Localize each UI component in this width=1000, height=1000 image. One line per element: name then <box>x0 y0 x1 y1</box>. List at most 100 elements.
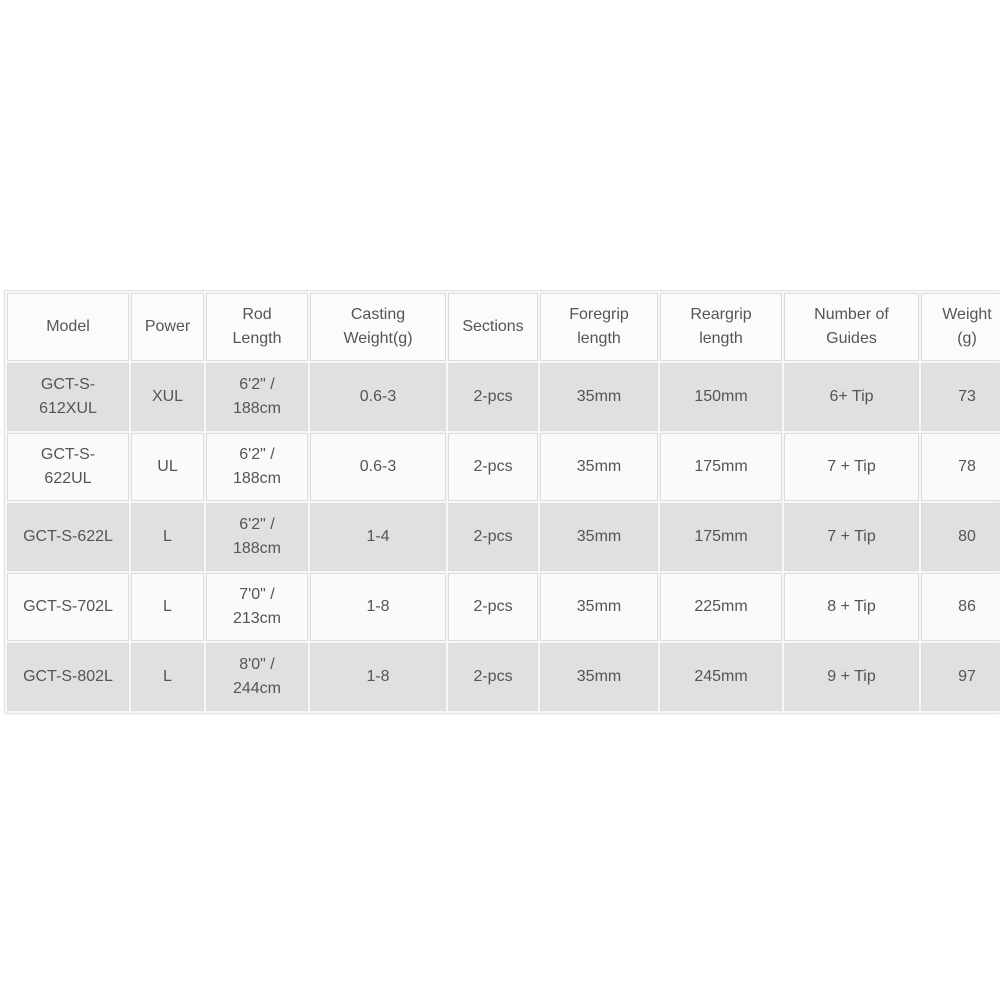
table-cell: 35mm <box>540 363 658 431</box>
table-cell: GCT-S-702L <box>7 573 129 641</box>
table-cell: 7 + Tip <box>784 503 919 571</box>
table-cell: 8 + Tip <box>784 573 919 641</box>
column-header: Reargrip length <box>660 293 782 361</box>
table-cell: 1-4 <box>310 503 446 571</box>
table-cell: 35mm <box>540 433 658 501</box>
table-cell-text: 9 + Tip <box>827 668 876 685</box>
table-cell: 0.6-3 <box>310 363 446 431</box>
column-header: Sections <box>448 293 538 361</box>
column-header: Foregrip length <box>540 293 658 361</box>
column-header-text: Foregrip <box>569 306 629 323</box>
table-cell-text: 612XUL <box>39 400 97 417</box>
table-cell-text: 73 <box>958 388 976 405</box>
table-cell-text: 622UL <box>44 470 92 487</box>
table-cell: 6'2" / 188cm <box>206 363 308 431</box>
table-cell: 97 <box>921 643 1000 711</box>
column-header: Casting Weight(g) <box>310 293 446 361</box>
table-row: GCT-S- 612XUL XUL 6'2" / 188cm 0.6-3 2-pcs 35mm… <box>7 363 1000 431</box>
table-cell: 1-8 <box>310 573 446 641</box>
table-cell-text: 0.6-3 <box>359 388 397 405</box>
table-row: GCT-S-622L L 6'2" / 188cm 1-4 2-pcs 35mm 175mm 7… <box>7 503 1000 571</box>
table-cell-text: L <box>163 668 172 685</box>
table-cell-text: GCT-S-622L <box>23 528 113 545</box>
table-cell-text: 175mm <box>694 458 748 475</box>
table-cell-text: 2-pcs <box>473 528 513 545</box>
column-header: Rod Length <box>206 293 308 361</box>
table-cell-text: 78 <box>958 458 976 475</box>
table-cell: 8'0" / 244cm <box>206 643 308 711</box>
table-cell-text: 80 <box>958 528 976 545</box>
column-header-text: Power <box>144 318 191 335</box>
table-cell: L <box>131 573 204 641</box>
table-cell: 175mm <box>660 433 782 501</box>
table-cell-text: 150mm <box>694 388 748 405</box>
table-cell: 73 <box>921 363 1000 431</box>
column-header-text: Length <box>232 330 282 347</box>
table-cell-text: GCT-S-702L <box>23 598 113 615</box>
table-cell: 2-pcs <box>448 643 538 711</box>
table-cell: 86 <box>921 573 1000 641</box>
column-header-text: Weight <box>942 306 992 323</box>
table-cell: 7 + Tip <box>784 433 919 501</box>
table-cell: GCT-S- 622UL <box>7 433 129 501</box>
table-cell-text: 6'2" / <box>239 446 275 463</box>
table-cell: 150mm <box>660 363 782 431</box>
column-header-text: Guides <box>826 330 877 347</box>
table-cell-text: 35mm <box>576 668 622 685</box>
table-cell-text: 0.6-3 <box>359 458 397 475</box>
table-cell-text: 86 <box>958 598 976 615</box>
table-cell-text: 7'0" / <box>239 586 275 603</box>
table-cell-text: 7 + Tip <box>827 528 876 545</box>
table-cell-text: 225mm <box>694 598 748 615</box>
table-cell-text: 97 <box>958 668 976 685</box>
table-row: GCT-S-702L L 7'0" / 213cm 1-8 2-pcs 35mm 225mm 8… <box>7 573 1000 641</box>
column-header-text: length <box>577 330 621 347</box>
header-row: Model Power Rod Length Casting Weight(g) Secti… <box>7 293 1000 361</box>
table-cell-text: 2-pcs <box>473 668 513 685</box>
table-cell-text: GCT-S- <box>40 446 96 463</box>
table-cell-text: 188cm <box>232 470 282 487</box>
table-cell-text: 175mm <box>694 528 748 545</box>
column-header: Power <box>131 293 204 361</box>
table-cell: 0.6-3 <box>310 433 446 501</box>
table-cell: 6'2" / 188cm <box>206 503 308 571</box>
column-header-text: Rod <box>242 306 272 323</box>
table-cell: 2-pcs <box>448 363 538 431</box>
table-cell-text: 8 + Tip <box>827 598 876 615</box>
table-cell-text: 6'2" / <box>239 376 275 393</box>
rod-spec-table: Model Power Rod Length Casting Weight(g) Secti… <box>5 291 1000 713</box>
table-cell: 1-8 <box>310 643 446 711</box>
table-cell-text: 7 + Tip <box>827 458 876 475</box>
column-header-text: Model <box>46 318 90 335</box>
column-header: Model <box>7 293 129 361</box>
table-cell-text: 2-pcs <box>473 598 513 615</box>
table-cell-text: 35mm <box>576 598 622 615</box>
table-cell: 2-pcs <box>448 503 538 571</box>
table-cell: L <box>131 643 204 711</box>
table-cell-text: XUL <box>151 388 184 405</box>
table-cell-text: 2-pcs <box>473 388 513 405</box>
table-cell-text: 213cm <box>232 610 282 627</box>
table-cell: GCT-S-622L <box>7 503 129 571</box>
table-cell: GCT-S- 612XUL <box>7 363 129 431</box>
table-cell: 2-pcs <box>448 433 538 501</box>
column-header: Weight (g) <box>921 293 1000 361</box>
table-cell: 35mm <box>540 643 658 711</box>
column-header-text: (g) <box>957 330 977 347</box>
table-cell-text: 35mm <box>576 528 622 545</box>
table-cell-text: 6'2" / <box>239 516 275 533</box>
column-header-text: Weight(g) <box>343 330 413 347</box>
table-cell: L <box>131 503 204 571</box>
table-cell: XUL <box>131 363 204 431</box>
column-header-text: Casting <box>350 306 406 323</box>
table-cell: 7'0" / 213cm <box>206 573 308 641</box>
table-row: GCT-S-802L L 8'0" / 244cm 1-8 2-pcs 35mm 245mm 9… <box>7 643 1000 711</box>
column-header-text: Number of <box>814 306 889 323</box>
table-cell-text: UL <box>157 458 178 475</box>
table-cell: 35mm <box>540 573 658 641</box>
column-header-text: length <box>699 330 743 347</box>
table-cell: 35mm <box>540 503 658 571</box>
table-cell: GCT-S-802L <box>7 643 129 711</box>
table-cell-text: 244cm <box>232 680 282 697</box>
table-cell-text: GCT-S-802L <box>23 668 113 685</box>
